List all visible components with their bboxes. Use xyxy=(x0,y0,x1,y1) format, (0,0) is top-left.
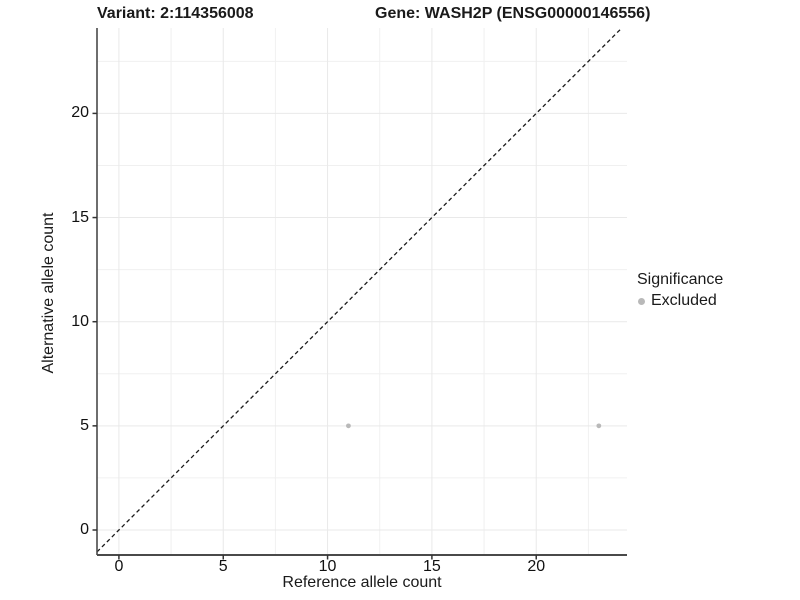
legend: Significance Excluded xyxy=(637,270,723,311)
legend-title: Significance xyxy=(637,271,724,288)
legend-point-icon xyxy=(638,297,645,305)
y-tick-label: 20 xyxy=(71,104,89,122)
data-point xyxy=(596,423,602,429)
y-tick-label: 5 xyxy=(80,416,89,434)
x-tick-label: 10 xyxy=(318,558,337,575)
y-axis-title: Alternative allele count xyxy=(40,212,57,374)
identity-reference-line xyxy=(96,27,623,553)
legend-item-label: Excluded xyxy=(651,292,717,309)
x-axis-title: Reference allele count xyxy=(282,574,442,591)
data-point xyxy=(346,423,351,429)
x-tick-label: 20 xyxy=(527,558,546,575)
plot-title-variant: Variant: 2:114356008 xyxy=(97,5,254,22)
legend-item-excluded: Excluded xyxy=(637,291,723,311)
plot-title-gene: Gene: WASH2P (ENSG00000146556) xyxy=(375,5,651,22)
x-tick-label: 0 xyxy=(114,558,124,575)
y-tick-label: 0 xyxy=(80,521,89,538)
y-tick-label: 15 xyxy=(71,208,89,226)
y-tick-label: 10 xyxy=(71,312,89,330)
x-tick-label: 5 xyxy=(218,558,228,575)
x-tick-label: 15 xyxy=(422,558,441,575)
